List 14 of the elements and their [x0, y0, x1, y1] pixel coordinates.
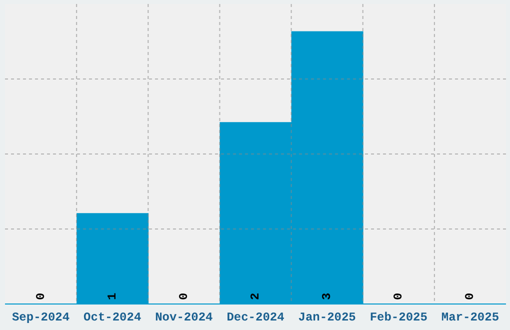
data-label: 3: [320, 292, 334, 300]
x-tick-label: Feb-2025: [370, 310, 428, 325]
x-tick-label: Dec-2024: [226, 310, 284, 325]
data-label: 0: [176, 292, 191, 300]
x-tick-label: Mar-2025: [441, 310, 500, 325]
data-label: 0: [463, 292, 478, 300]
data-label: 0: [34, 292, 48, 300]
x-tick-label: Nov-2024: [155, 310, 213, 325]
data-label: 1: [105, 292, 120, 300]
x-tick-label: Sep-2024: [12, 310, 70, 325]
data-label: 2: [248, 292, 262, 300]
data-label: 0: [392, 292, 406, 300]
x-tick-label: Jan-2025: [298, 310, 356, 325]
x-tick-label: Oct-2024: [84, 310, 142, 325]
